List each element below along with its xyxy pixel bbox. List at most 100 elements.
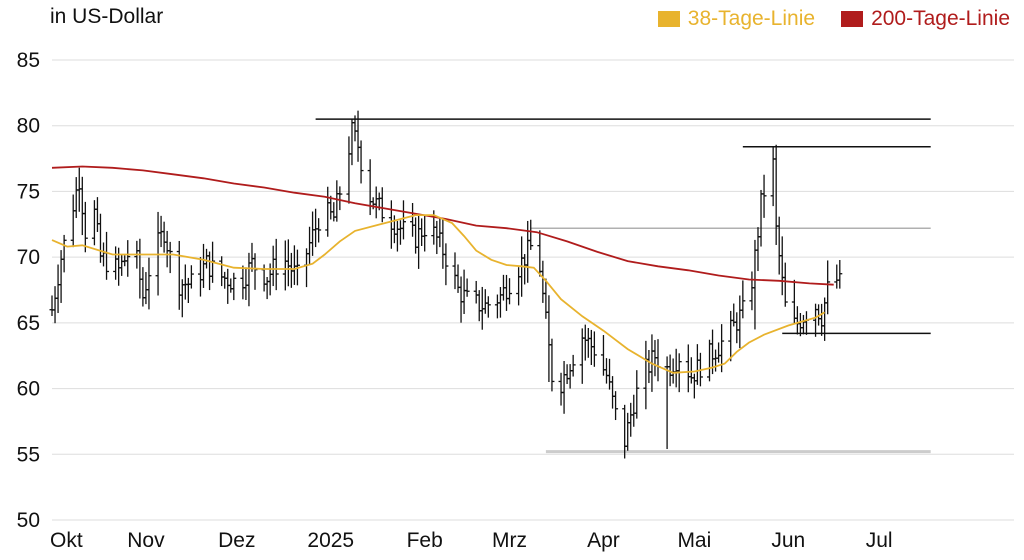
price-bar bbox=[497, 287, 503, 318]
x-tick-label: Dez bbox=[218, 529, 255, 552]
price-bar bbox=[422, 214, 428, 252]
price-bar bbox=[613, 391, 619, 421]
price-bar bbox=[164, 230, 170, 268]
x-axis-ticks: Okt Nov Dez 2025 Feb Mrz Apr Mai Jun Jul bbox=[50, 529, 893, 552]
price-bar bbox=[316, 218, 322, 243]
price-bar bbox=[104, 231, 110, 280]
price-bar bbox=[716, 342, 722, 363]
price-bar bbox=[125, 240, 131, 277]
price-bar bbox=[688, 357, 694, 384]
legend-label-ma200: 200-Tage-Linie bbox=[871, 7, 1010, 30]
y-tick-label: 65 bbox=[17, 312, 40, 335]
price-bar bbox=[685, 344, 691, 393]
price-bar bbox=[628, 402, 634, 437]
price-bar bbox=[776, 216, 782, 275]
price-bar bbox=[734, 312, 740, 344]
price-bar bbox=[528, 219, 534, 250]
price-bar bbox=[52, 286, 58, 324]
price-bar bbox=[264, 277, 270, 300]
price-bar bbox=[240, 265, 246, 300]
price-bar bbox=[231, 272, 237, 301]
price-bar bbox=[49, 295, 55, 317]
price-bar bbox=[607, 358, 613, 390]
price-bar bbox=[137, 238, 143, 299]
price-bar bbox=[55, 264, 61, 314]
price-bar bbox=[73, 177, 79, 219]
price-bar bbox=[625, 412, 631, 451]
x-tick-label: Nov bbox=[127, 529, 165, 552]
price-bar bbox=[410, 202, 416, 237]
price-bar bbox=[331, 202, 337, 222]
price-bar bbox=[140, 267, 146, 307]
price-bar bbox=[646, 349, 652, 384]
price-bar bbox=[779, 236, 785, 296]
price-bar bbox=[834, 264, 840, 289]
price-bar bbox=[570, 354, 576, 377]
price-bar bbox=[310, 211, 316, 256]
price-bar bbox=[558, 372, 564, 406]
x-tick-label: Feb bbox=[407, 529, 443, 552]
price-bar bbox=[819, 303, 825, 336]
price-bar bbox=[167, 241, 173, 274]
legend-item-ma38: 38-Tage-Linie bbox=[657, 7, 816, 31]
legend-swatch-ma200 bbox=[841, 11, 864, 27]
price-bar bbox=[464, 278, 470, 297]
price-bar bbox=[146, 257, 152, 310]
price-bar bbox=[94, 197, 100, 232]
legend-swatch-ma38 bbox=[657, 11, 680, 27]
price-bar bbox=[413, 217, 419, 254]
price-bar bbox=[119, 254, 125, 276]
price-bar bbox=[691, 373, 697, 399]
price-bar bbox=[588, 329, 594, 366]
price-bar bbox=[79, 176, 85, 236]
price-bar bbox=[749, 271, 755, 311]
x-tick-label: Apr bbox=[587, 529, 620, 552]
price-bar bbox=[631, 394, 637, 427]
price-bar bbox=[197, 257, 203, 297]
price-bar bbox=[655, 339, 661, 382]
level-lines bbox=[315, 118, 931, 454]
price-bar bbox=[116, 247, 122, 286]
price-bar bbox=[773, 144, 779, 245]
price-bar bbox=[761, 174, 767, 218]
price-bar bbox=[585, 327, 591, 358]
price-bar bbox=[673, 348, 679, 388]
y-tick-label: 60 bbox=[17, 378, 40, 401]
price-bar bbox=[452, 252, 458, 290]
price-bar bbox=[634, 370, 640, 419]
price-bar bbox=[755, 227, 761, 272]
price-bar bbox=[713, 349, 719, 372]
price-bar bbox=[358, 140, 364, 184]
price-bar bbox=[476, 290, 482, 322]
legend-item-ma200: 200-Tage-Linie bbox=[841, 7, 1010, 31]
price-bar bbox=[752, 239, 758, 330]
price-bar bbox=[579, 328, 585, 384]
y-axis-ticks: 50 55 60 65 70 75 80 85 bbox=[17, 49, 40, 532]
price-bar bbox=[549, 338, 555, 392]
price-bar bbox=[485, 296, 491, 318]
price-bar bbox=[494, 294, 500, 319]
price-bar bbox=[355, 110, 361, 162]
price-bar bbox=[346, 136, 352, 204]
legend-label-ma38: 38-Tage-Linie bbox=[687, 7, 816, 30]
price-bar bbox=[161, 221, 167, 253]
price-bar bbox=[419, 218, 425, 247]
y-tick-label: 85 bbox=[17, 49, 40, 72]
price-bar bbox=[567, 364, 573, 389]
price-bar bbox=[334, 180, 340, 222]
price-bar bbox=[440, 218, 446, 269]
price-bar bbox=[201, 243, 206, 288]
price-bar bbox=[458, 276, 464, 323]
price-bar bbox=[143, 272, 149, 305]
price-bar bbox=[837, 260, 843, 289]
price-bar bbox=[76, 167, 82, 212]
price-bar bbox=[564, 364, 570, 385]
price-bar bbox=[740, 280, 746, 319]
price-bar bbox=[228, 278, 234, 293]
x-tick-label: Mrz bbox=[492, 529, 527, 552]
price-bar bbox=[473, 280, 479, 304]
legend: 38-Tage-Linie 200-Tage-Linie bbox=[657, 7, 1010, 31]
price-bar bbox=[243, 267, 249, 300]
price-bar bbox=[504, 274, 509, 311]
price-bar bbox=[58, 250, 64, 303]
